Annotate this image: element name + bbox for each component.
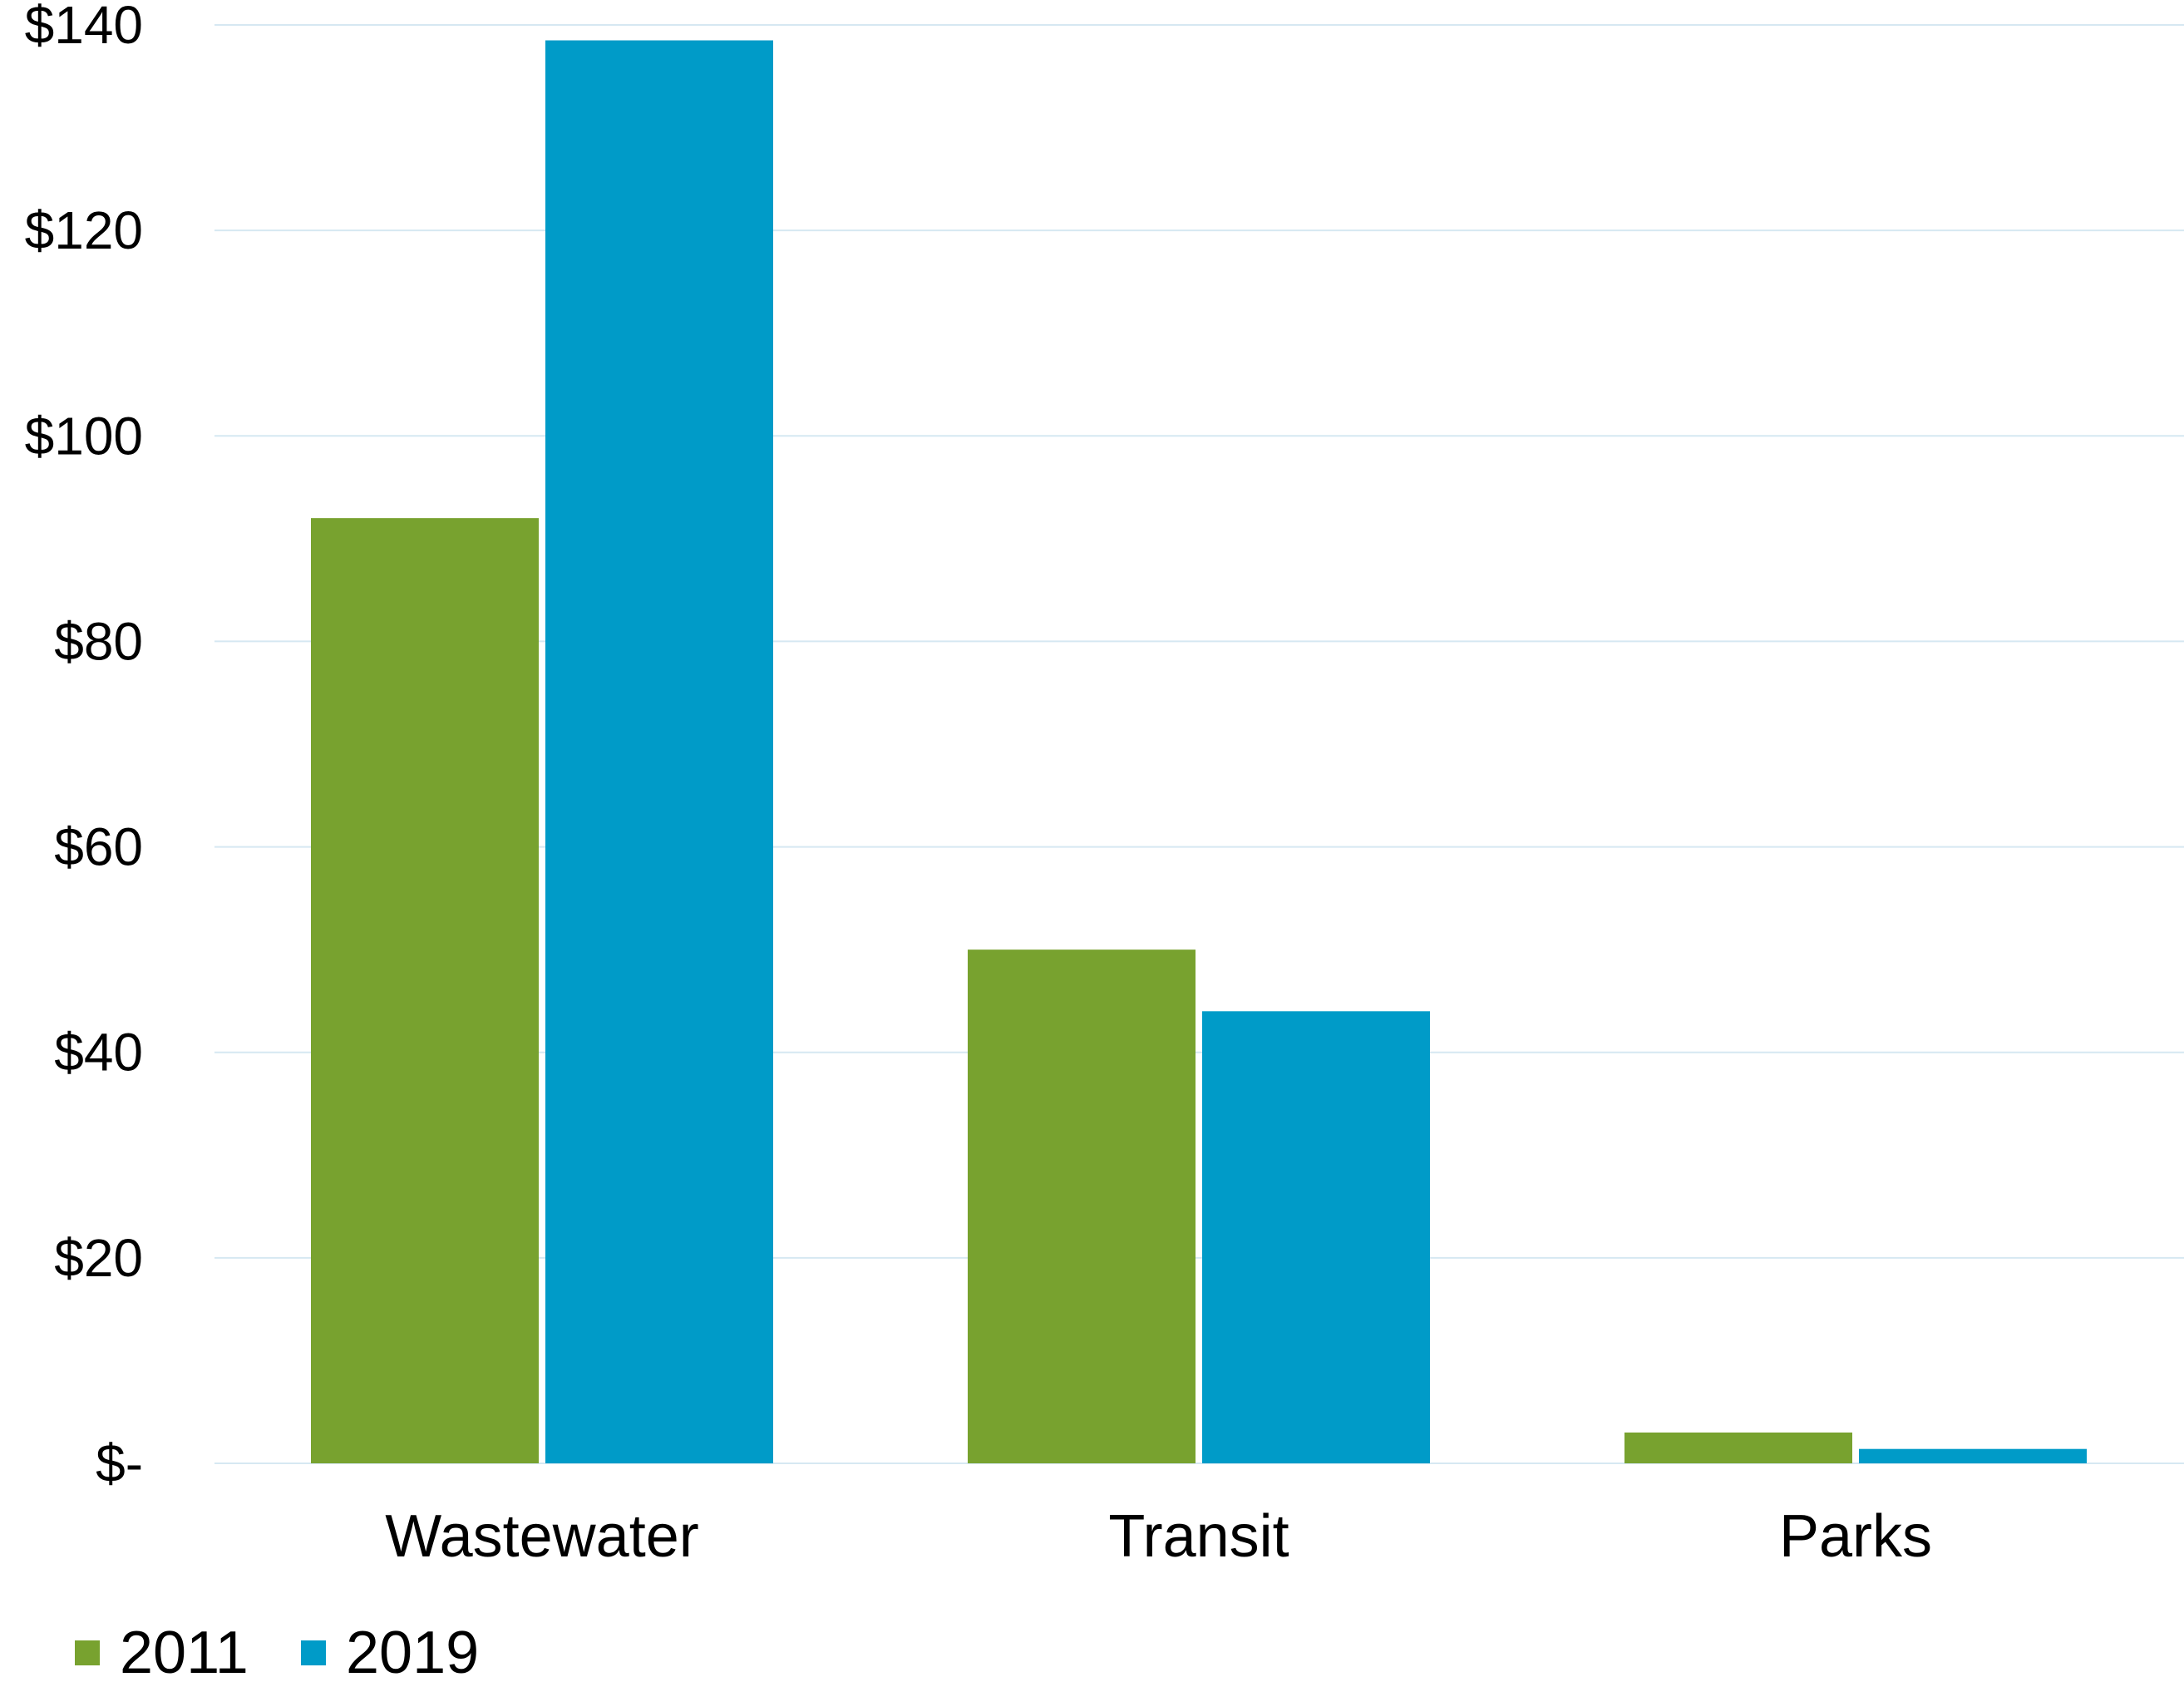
y-tick-label: $100 bbox=[25, 406, 143, 466]
bar-wastewater-2011 bbox=[311, 518, 539, 1464]
legend-label-2011: 2011 bbox=[120, 1620, 249, 1682]
x-category-label: Wastewater bbox=[385, 1503, 698, 1570]
bars bbox=[311, 40, 2087, 1464]
y-tick-label: $20 bbox=[54, 1228, 143, 1288]
x-category-label: Transit bbox=[1108, 1503, 1289, 1570]
bar-parks-2011 bbox=[1624, 1432, 1852, 1463]
bar-wastewater-2019 bbox=[545, 40, 773, 1463]
y-axis-tick-labels: $- $20 $40 $60 $80 $100 $120 $140 bbox=[25, 0, 143, 1493]
bar-transit-2011 bbox=[968, 950, 1196, 1463]
y-tick-label: $140 bbox=[25, 0, 143, 55]
x-axis-category-labels: Wastewater Transit Parks bbox=[385, 1503, 1932, 1570]
y-tick-label: $80 bbox=[54, 611, 143, 671]
y-tick-label: $- bbox=[96, 1433, 143, 1493]
y-tick-label: $60 bbox=[54, 817, 143, 877]
x-category-label: Parks bbox=[1779, 1503, 1932, 1570]
bar-parks-2019 bbox=[1859, 1448, 2087, 1463]
y-tick-label: $40 bbox=[54, 1023, 143, 1083]
bar-transit-2019 bbox=[1202, 1011, 1430, 1463]
legend-swatch-2011 bbox=[75, 1640, 100, 1665]
y-tick-label: $120 bbox=[25, 200, 143, 260]
legend: 2011 2019 bbox=[75, 1620, 479, 1682]
legend-label-2019: 2019 bbox=[346, 1620, 479, 1682]
legend-swatch-2019 bbox=[301, 1640, 326, 1665]
gridlines bbox=[214, 24, 2184, 1464]
